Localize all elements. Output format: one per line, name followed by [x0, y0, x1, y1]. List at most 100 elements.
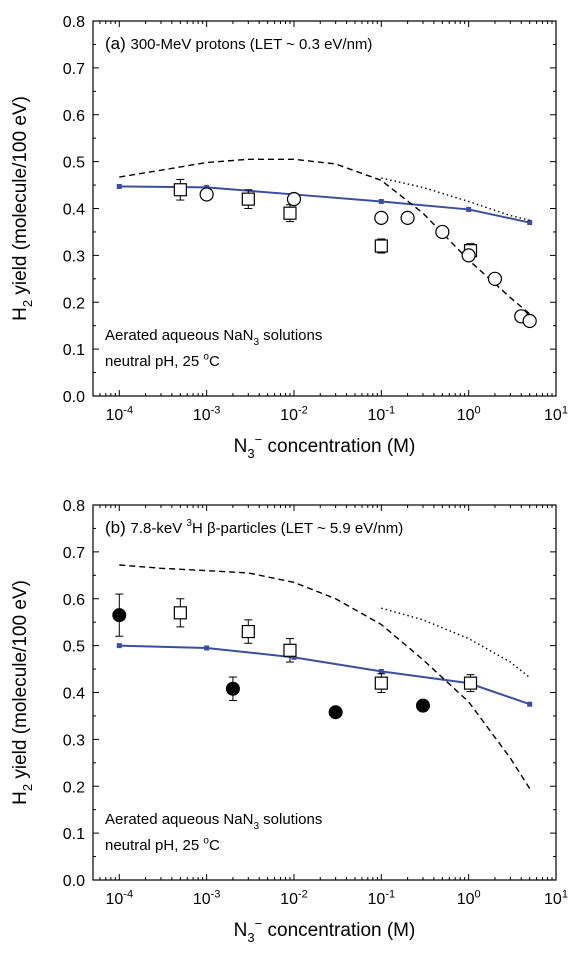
- annotation-line-1-part-2: solutions: [259, 327, 322, 344]
- x-tick-label: 10-3: [193, 888, 221, 908]
- x-tick-label: 10-2: [280, 404, 308, 424]
- panel-b: 0.00.10.20.30.40.50.60.70.810-4 10-3 10-2 1…: [10, 498, 568, 945]
- y-tick-label: 0.7: [63, 61, 85, 78]
- annotation-line-2: neutral pH, 25 oC: [105, 352, 220, 370]
- x-tick-label: 10-1: [368, 404, 396, 424]
- x-tick-label: 100: [457, 888, 481, 908]
- x-tick-label-part-1: -2: [298, 404, 308, 416]
- annotation-line-2-part-2: C: [209, 353, 220, 370]
- x-axis-label-part-3: concentration (M): [262, 436, 415, 457]
- x-tick-label: 100: [457, 404, 481, 424]
- x-tick-label-part-0: 10: [457, 407, 475, 424]
- line-marker: [116, 183, 122, 189]
- y-tick-label: 0.2: [63, 295, 85, 312]
- x-tick-label-part-1: -2: [298, 888, 308, 900]
- y-tick-label: 0.5: [63, 639, 85, 656]
- series-line: [119, 158, 531, 315]
- annotation-line-1-part-0: Aerated aqueous NaN: [105, 327, 253, 344]
- y-axis-label-part-2: yield (molecule/100 eV): [10, 96, 31, 300]
- x-tick-label-part-1: -4: [123, 888, 133, 900]
- circle-point: [199, 187, 214, 202]
- series-line: [381, 607, 531, 679]
- y-tick-label: 0.0: [63, 389, 85, 406]
- annotation-line-2: neutral pH, 25 oC: [105, 836, 220, 854]
- y-tick-label: 0.1: [63, 342, 85, 359]
- x-tick-label-part-1: 1: [562, 888, 568, 900]
- y-tick-label: 0.3: [63, 732, 85, 749]
- x-tick-label-part-0: 10: [368, 407, 386, 424]
- series-open-square: [173, 598, 478, 693]
- x-tick-label-part-0: 10: [544, 891, 562, 908]
- x-tick-label-part-1: -4: [123, 404, 133, 416]
- series-dashed: [119, 158, 531, 315]
- circle-point: [461, 248, 476, 263]
- filled-point: [415, 698, 430, 713]
- square-point: [241, 624, 255, 639]
- x-tick-label: 10-2: [280, 888, 308, 908]
- series-dotted: [381, 607, 531, 679]
- annotation-line-2-part-2: C: [209, 837, 220, 854]
- line-marker: [527, 220, 533, 226]
- panel-title-part-0: (a): [105, 34, 131, 53]
- annotation-line-2-part-1: o: [203, 352, 209, 363]
- x-axis-label-part-3: concentration (M): [262, 920, 415, 941]
- x-tick-label-part-1: -1: [385, 888, 395, 900]
- x-tick-label-part-1: -1: [385, 404, 395, 416]
- y-axis-label-part-0: H: [10, 791, 31, 805]
- annotation-line-1-part-1: 3: [253, 337, 259, 348]
- filled-point: [112, 608, 127, 623]
- circle-point: [400, 210, 415, 225]
- circle-point: [522, 313, 537, 329]
- panel-title: (b) 7.8-keV 3H β-particles (LET ~ 5.9 eV…: [105, 518, 403, 537]
- x-tick-label-part-1: -3: [211, 404, 221, 416]
- y-tick-label: 0.4: [63, 202, 85, 219]
- x-tick-label-part-0: 10: [544, 407, 562, 424]
- square-point: [283, 643, 297, 657]
- panel-title-part-1: 300-MeV protons (LET ~ 0.3 eV/nm): [131, 36, 373, 53]
- x-tick-label: 101: [544, 404, 568, 424]
- series-open-square: [173, 178, 478, 259]
- x-tick-label-part-1: 0: [474, 404, 480, 416]
- filled-point: [328, 705, 343, 720]
- y-axis-label-part-2: yield (molecule/100 eV): [10, 580, 31, 784]
- series-dotted: [381, 177, 530, 221]
- x-tick-label-part-0: 10: [193, 891, 211, 908]
- series-line: [119, 564, 531, 789]
- x-tick-label: 10-4: [106, 404, 134, 424]
- panel-title-part-3: H β-particles (LET ~ 5.9 eV/nm): [192, 520, 403, 537]
- x-axis-label-part-1: 3: [247, 446, 254, 461]
- circle-point: [435, 224, 450, 240]
- circle-point: [374, 210, 389, 225]
- y-tick-label: 0.6: [63, 108, 85, 125]
- line-marker: [291, 654, 297, 660]
- x-tick-label: 10-3: [193, 404, 221, 424]
- panel-a: 0.00.10.20.30.40.50.60.70.810-4 10-3 10-2 1…: [10, 14, 568, 461]
- line-marker: [116, 643, 122, 649]
- y-tick-label: 0.6: [63, 592, 85, 609]
- x-axis-label-part-0: N: [234, 436, 248, 457]
- x-tick-label: 10-1: [368, 888, 396, 908]
- x-tick-label: 10-4: [106, 888, 134, 908]
- x-tick-label-part-0: 10: [193, 407, 211, 424]
- y-axis-label-part-1: 2: [20, 784, 35, 791]
- annotation-line-2-part-0: neutral pH, 25: [105, 353, 203, 370]
- y-tick-label: 0.0: [63, 873, 85, 890]
- series-line: [381, 177, 530, 221]
- square-point: [241, 192, 255, 206]
- panel-title: (a) 300-MeV protons (LET ~ 0.3 eV/nm): [105, 34, 372, 53]
- y-tick-label: 0.1: [63, 826, 85, 843]
- square-point: [374, 239, 388, 253]
- y-axis-label: H2 yield (molecule/100 eV): [10, 96, 35, 321]
- y-tick-label: 0.7: [63, 545, 85, 562]
- y-axis-label-part-1: 2: [20, 300, 35, 307]
- annotation-line-1-part-2: solutions: [259, 811, 322, 828]
- annotation-line-2-part-1: o: [203, 836, 209, 847]
- circle-point: [487, 271, 503, 286]
- panel-title-part-2: 3: [186, 518, 192, 529]
- annotation-line-1: Aerated aqueous NaN3 solutions: [105, 327, 322, 348]
- y-axis-label: H2 yield (molecule/100 eV): [10, 580, 35, 805]
- square-point: [463, 676, 478, 690]
- x-axis-label-part-2: −: [255, 432, 263, 447]
- y-tick-label: 0.5: [63, 155, 85, 172]
